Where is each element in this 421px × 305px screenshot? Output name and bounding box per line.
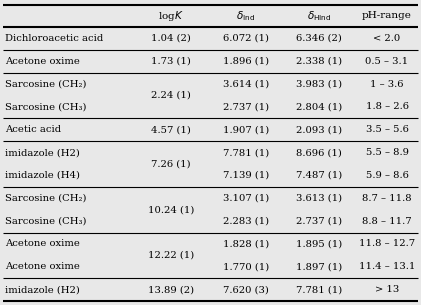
Text: Sarcosine (CH₃): Sarcosine (CH₃)	[5, 102, 86, 111]
Text: 3.107 (1): 3.107 (1)	[223, 194, 269, 203]
Text: 6.346 (2): 6.346 (2)	[296, 34, 342, 43]
Text: < 2.0: < 2.0	[373, 34, 401, 43]
Text: 2.804 (1): 2.804 (1)	[296, 102, 342, 111]
Text: 1.896 (1): 1.896 (1)	[223, 57, 269, 66]
Text: 2.737 (1): 2.737 (1)	[296, 217, 342, 226]
Text: 8.7 – 11.8: 8.7 – 11.8	[362, 194, 412, 203]
Text: Acetone oxime: Acetone oxime	[5, 239, 80, 248]
Text: 1.04 (2): 1.04 (2)	[151, 34, 191, 43]
Text: imidazole (H2): imidazole (H2)	[5, 285, 80, 294]
Text: log$\it{K}$: log$\it{K}$	[158, 9, 184, 23]
Text: 13.89 (2): 13.89 (2)	[148, 285, 194, 294]
Text: 1 – 3.6: 1 – 3.6	[370, 80, 404, 88]
Text: 3.5 – 5.6: 3.5 – 5.6	[365, 125, 408, 134]
Text: 2.24 (1): 2.24 (1)	[151, 91, 191, 100]
Text: Sarcosine (CH₂): Sarcosine (CH₂)	[5, 194, 86, 203]
Text: 10.24 (1): 10.24 (1)	[148, 205, 194, 214]
Text: 5.9 – 8.6: 5.9 – 8.6	[365, 171, 408, 180]
Text: 1.828 (1): 1.828 (1)	[223, 239, 269, 248]
Text: 3.614 (1): 3.614 (1)	[223, 80, 269, 88]
Text: Sarcosine (CH₃): Sarcosine (CH₃)	[5, 217, 86, 226]
Text: pH-range: pH-range	[362, 12, 412, 20]
Text: 7.139 (1): 7.139 (1)	[223, 171, 269, 180]
Text: 7.620 (3): 7.620 (3)	[223, 285, 269, 294]
Text: 3.983 (1): 3.983 (1)	[296, 80, 342, 88]
Text: 1.770 (1): 1.770 (1)	[223, 262, 269, 271]
Text: 2.737 (1): 2.737 (1)	[223, 102, 269, 111]
Text: 1.8 – 2.6: 1.8 – 2.6	[365, 102, 408, 111]
Text: imidazole (H4): imidazole (H4)	[5, 171, 80, 180]
Text: imidazole (H2): imidazole (H2)	[5, 148, 80, 157]
Text: $\delta_{\rm HInd}$: $\delta_{\rm HInd}$	[307, 9, 331, 23]
Text: 1.73 (1): 1.73 (1)	[151, 57, 191, 66]
Text: 11.8 – 12.7: 11.8 – 12.7	[359, 239, 415, 248]
Text: 3.613 (1): 3.613 (1)	[296, 194, 342, 203]
Text: 5.5 – 8.9: 5.5 – 8.9	[365, 148, 408, 157]
Text: 4.57 (1): 4.57 (1)	[151, 125, 191, 134]
Text: Acetone oxime: Acetone oxime	[5, 57, 80, 66]
Text: Acetic acid: Acetic acid	[5, 125, 61, 134]
Text: 6.072 (1): 6.072 (1)	[223, 34, 269, 43]
Text: 11.4 – 13.1: 11.4 – 13.1	[359, 262, 415, 271]
Text: 12.22 (1): 12.22 (1)	[148, 251, 194, 260]
Text: 8.696 (1): 8.696 (1)	[296, 148, 342, 157]
Text: 2.283 (1): 2.283 (1)	[223, 217, 269, 226]
Text: 7.26 (1): 7.26 (1)	[151, 160, 191, 168]
Text: 7.487 (1): 7.487 (1)	[296, 171, 342, 180]
Text: Dichloroacetic acid: Dichloroacetic acid	[5, 34, 103, 43]
Text: Sarcosine (CH₂): Sarcosine (CH₂)	[5, 80, 86, 88]
Text: 7.781 (1): 7.781 (1)	[296, 285, 342, 294]
Text: 1.897 (1): 1.897 (1)	[296, 262, 342, 271]
Text: 7.781 (1): 7.781 (1)	[223, 148, 269, 157]
Text: 2.338 (1): 2.338 (1)	[296, 57, 342, 66]
Text: 8.8 – 11.7: 8.8 – 11.7	[362, 217, 412, 226]
Text: 0.5 – 3.1: 0.5 – 3.1	[365, 57, 408, 66]
Text: $\delta_{\rm Ind}$: $\delta_{\rm Ind}$	[237, 9, 256, 23]
Text: 2.093 (1): 2.093 (1)	[296, 125, 342, 134]
Text: 1.895 (1): 1.895 (1)	[296, 239, 342, 248]
Text: Acetone oxime: Acetone oxime	[5, 262, 80, 271]
Text: 1.907 (1): 1.907 (1)	[223, 125, 269, 134]
Text: > 13: > 13	[375, 285, 399, 294]
